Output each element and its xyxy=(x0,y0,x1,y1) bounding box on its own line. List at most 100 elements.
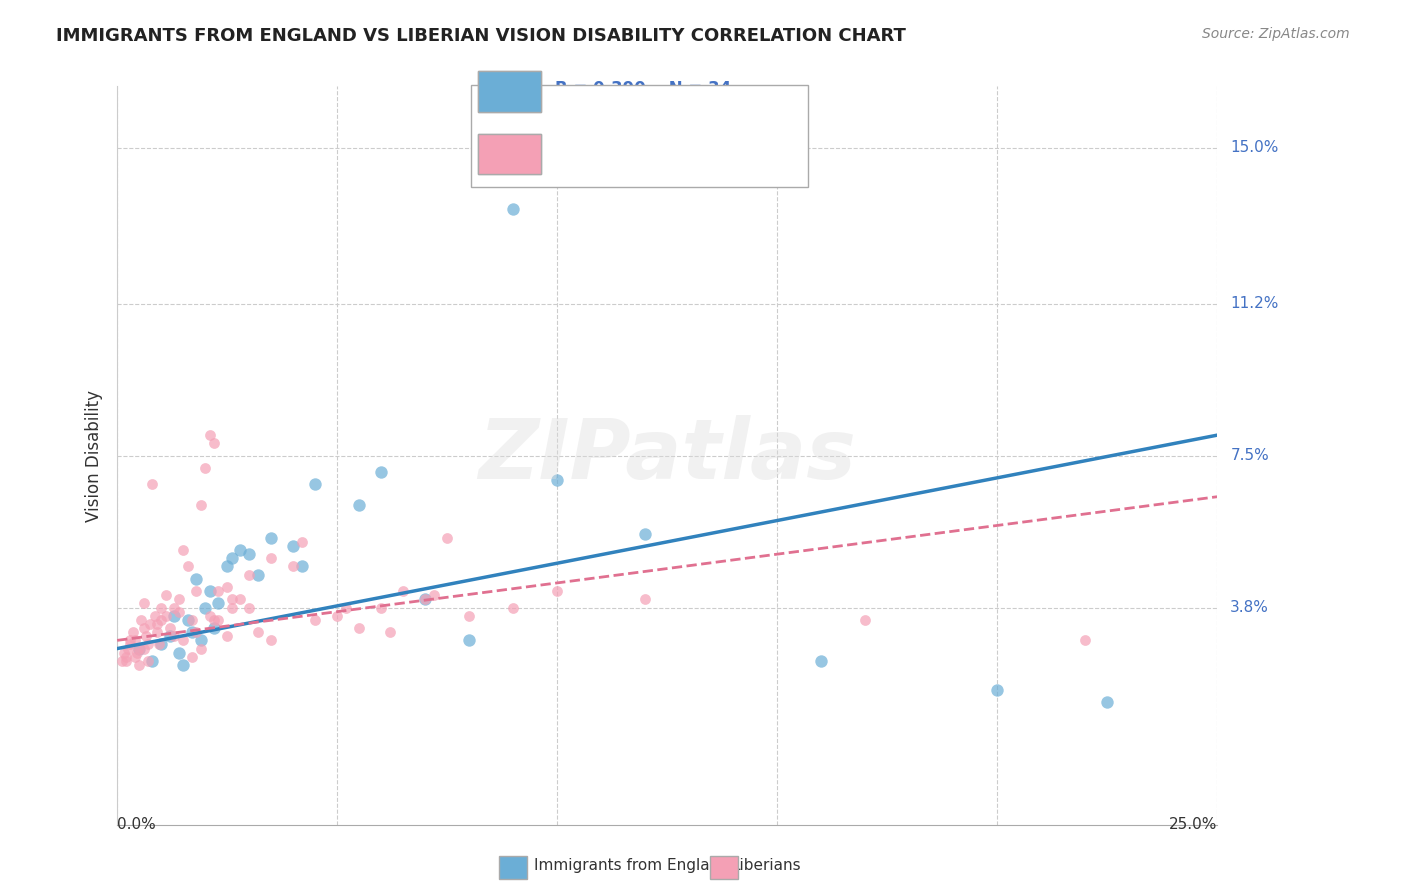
Point xyxy=(217,580,239,594)
Point xyxy=(172,543,194,558)
Point xyxy=(139,616,162,631)
Point xyxy=(221,592,243,607)
Point xyxy=(413,592,436,607)
Point xyxy=(423,588,446,602)
Point xyxy=(115,654,138,668)
Point xyxy=(392,584,415,599)
Text: R = 0.279    N = 79: R = 0.279 N = 79 xyxy=(555,143,731,161)
Point xyxy=(853,613,876,627)
Point xyxy=(150,637,173,651)
Point xyxy=(124,633,146,648)
Point xyxy=(1074,633,1097,648)
Point xyxy=(207,596,229,610)
Point xyxy=(143,608,166,623)
Point xyxy=(186,584,208,599)
Point xyxy=(128,658,150,673)
Point xyxy=(146,616,169,631)
Point xyxy=(202,613,225,627)
Point xyxy=(304,477,326,491)
Point xyxy=(135,629,157,643)
Point xyxy=(370,600,392,615)
Point xyxy=(117,641,139,656)
Point xyxy=(304,613,326,627)
Point xyxy=(347,498,370,512)
Text: 7.5%: 7.5% xyxy=(1230,448,1270,463)
Point xyxy=(148,637,170,651)
Point xyxy=(238,600,260,615)
Text: 0.0%: 0.0% xyxy=(117,817,156,832)
Point xyxy=(155,588,177,602)
Text: IMMIGRANTS FROM ENGLAND VS LIBERIAN VISION DISABILITY CORRELATION CHART: IMMIGRANTS FROM ENGLAND VS LIBERIAN VISI… xyxy=(56,27,905,45)
Point xyxy=(260,633,283,648)
Text: 11.2%: 11.2% xyxy=(1230,296,1278,311)
Text: ZIPatlas: ZIPatlas xyxy=(478,415,856,496)
Point xyxy=(221,600,243,615)
Point xyxy=(131,613,153,627)
Point xyxy=(163,600,186,615)
Point xyxy=(190,633,212,648)
Point xyxy=(112,646,135,660)
Point xyxy=(172,633,194,648)
Point xyxy=(132,641,155,656)
Point xyxy=(120,633,142,648)
Point xyxy=(335,600,357,615)
Point xyxy=(202,436,225,450)
Text: 3.8%: 3.8% xyxy=(1230,600,1270,615)
Point xyxy=(176,613,198,627)
Point xyxy=(217,559,239,574)
Y-axis label: Vision Disability: Vision Disability xyxy=(86,390,103,522)
Point xyxy=(260,551,283,566)
Point xyxy=(121,625,143,640)
Point xyxy=(132,596,155,610)
Point xyxy=(163,608,186,623)
Point xyxy=(181,649,204,664)
Point xyxy=(502,202,524,217)
Point xyxy=(458,633,481,648)
Point xyxy=(378,625,401,640)
Point xyxy=(283,559,305,574)
Text: R = 0.390    N = 34: R = 0.390 N = 34 xyxy=(555,80,731,98)
Point xyxy=(634,592,657,607)
Point xyxy=(229,592,252,607)
Point xyxy=(370,465,392,479)
Point xyxy=(634,526,657,541)
Point xyxy=(120,637,142,651)
Point xyxy=(190,641,212,656)
Point xyxy=(150,613,173,627)
Point xyxy=(115,649,138,664)
Point xyxy=(207,584,229,599)
Point xyxy=(150,600,173,615)
Point xyxy=(190,498,212,512)
Point xyxy=(186,625,208,640)
Point xyxy=(413,592,436,607)
Point xyxy=(146,625,169,640)
Point xyxy=(186,572,208,586)
Point xyxy=(155,608,177,623)
Point xyxy=(132,621,155,635)
Point xyxy=(546,473,568,487)
Point xyxy=(198,608,221,623)
Point xyxy=(221,551,243,566)
Point xyxy=(172,658,194,673)
Point xyxy=(436,531,458,545)
Point xyxy=(159,629,181,643)
Point xyxy=(141,477,163,491)
Point xyxy=(136,654,159,668)
Point xyxy=(159,621,181,635)
Point xyxy=(217,629,239,643)
Text: Source: ZipAtlas.com: Source: ZipAtlas.com xyxy=(1202,27,1350,41)
Point xyxy=(136,637,159,651)
Point xyxy=(291,559,314,574)
Point xyxy=(246,567,269,582)
Point xyxy=(229,543,252,558)
Point xyxy=(198,428,221,442)
Point xyxy=(194,600,217,615)
Point xyxy=(167,646,190,660)
Text: 15.0%: 15.0% xyxy=(1230,140,1278,155)
Point xyxy=(986,682,1008,697)
Point xyxy=(291,534,314,549)
Text: Immigrants from England: Immigrants from England xyxy=(534,858,730,872)
Point xyxy=(202,621,225,635)
Text: Liberians: Liberians xyxy=(731,858,801,872)
Point xyxy=(194,461,217,475)
